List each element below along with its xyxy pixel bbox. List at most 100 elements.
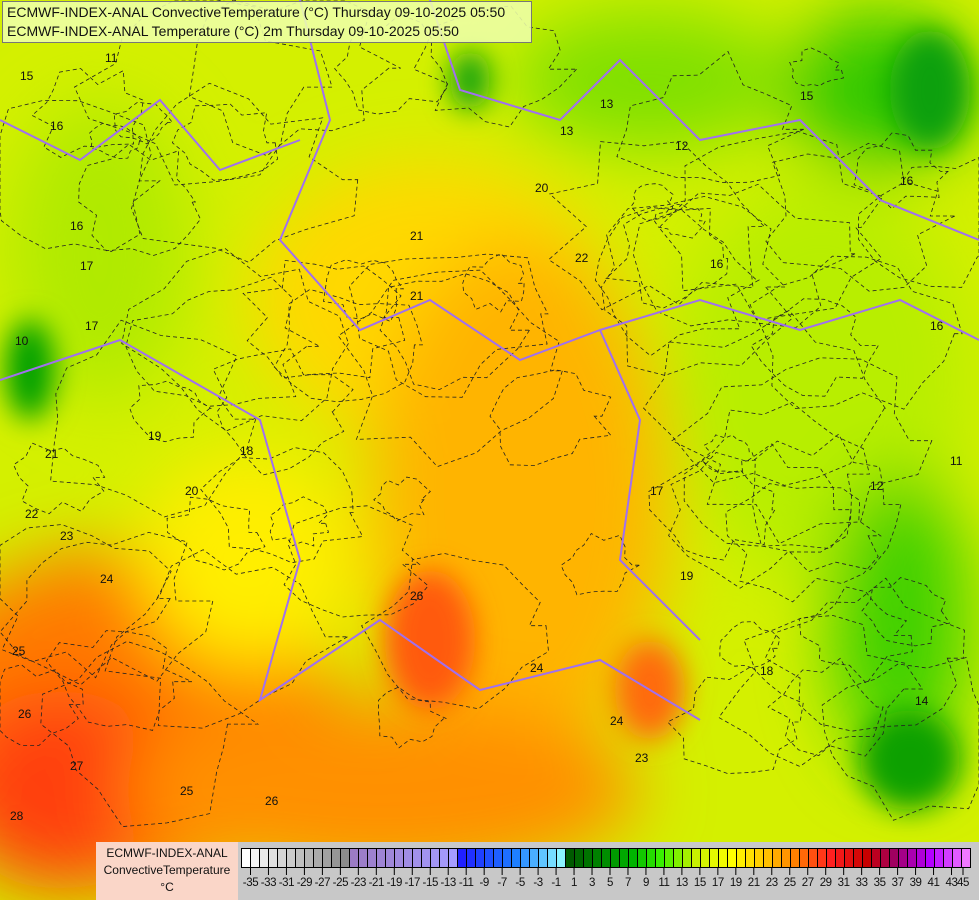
legend-swatch bbox=[287, 849, 296, 867]
legend-swatch bbox=[377, 849, 386, 867]
contour-label: 13 bbox=[560, 124, 574, 138]
legend-swatch bbox=[872, 849, 881, 867]
contour-line bbox=[113, 101, 174, 145]
contour-line bbox=[749, 255, 963, 410]
legend-tick-label: 27 bbox=[801, 877, 814, 889]
legend-swatch bbox=[836, 849, 845, 867]
contour-label: 21 bbox=[410, 229, 424, 243]
legend-tick-label: 25 bbox=[783, 877, 796, 889]
legend-swatch bbox=[350, 849, 359, 867]
legend-tick-label: 37 bbox=[891, 877, 904, 889]
legend-tick-label: -27 bbox=[314, 877, 331, 889]
legend-tick-label: 15 bbox=[693, 877, 706, 889]
contour-line bbox=[171, 103, 279, 181]
contour-line bbox=[373, 476, 431, 522]
legend-swatch bbox=[314, 849, 323, 867]
legend-tick-label: -11 bbox=[458, 877, 474, 889]
contour-line bbox=[0, 100, 161, 252]
legend-color-bar bbox=[241, 848, 971, 868]
legend-swatch bbox=[701, 849, 710, 867]
contour-line bbox=[821, 657, 979, 821]
contour-label: 16 bbox=[710, 257, 724, 271]
contour-line bbox=[489, 369, 612, 467]
legend-swatch bbox=[476, 849, 485, 867]
legend-swatch bbox=[413, 849, 422, 867]
legend-unit: °C bbox=[160, 880, 174, 894]
legend-swatch bbox=[935, 849, 944, 867]
legend-swatch bbox=[800, 849, 809, 867]
contour-line bbox=[50, 319, 257, 518]
contour-label: 13 bbox=[600, 97, 614, 111]
contour-label: 24 bbox=[100, 572, 114, 586]
legend-swatch bbox=[908, 849, 917, 867]
contour-label: 16 bbox=[70, 219, 84, 233]
contour-line bbox=[200, 447, 364, 564]
contour-label: 12 bbox=[675, 139, 689, 153]
legend-swatch bbox=[341, 849, 350, 867]
map-title-box: ECMWF-INDEX-ANAL ConvectiveTemperature (… bbox=[2, 1, 532, 43]
legend-swatch bbox=[530, 849, 539, 867]
legend-swatch bbox=[818, 849, 827, 867]
contour-label: 18 bbox=[760, 664, 774, 678]
legend-swatch bbox=[737, 849, 746, 867]
legend-swatch bbox=[881, 849, 890, 867]
legend-tick-label: -25 bbox=[332, 877, 349, 889]
contour-line bbox=[601, 195, 793, 376]
legend-swatch bbox=[656, 849, 665, 867]
legend-swatch bbox=[764, 849, 773, 867]
contour-line bbox=[13, 442, 106, 515]
contour-line bbox=[0, 664, 84, 746]
contour-line bbox=[725, 483, 882, 603]
contour-label: 17 bbox=[80, 259, 94, 273]
contour-line bbox=[750, 298, 880, 397]
contour-label: 26 bbox=[410, 589, 424, 603]
legend-tick-label: 35 bbox=[873, 877, 886, 889]
contour-line bbox=[548, 140, 766, 311]
contour-label: 15 bbox=[800, 89, 814, 103]
contour-line bbox=[764, 577, 965, 732]
border-line bbox=[278, 0, 701, 641]
contour-label: 15 bbox=[20, 69, 34, 83]
contour-line bbox=[643, 309, 886, 486]
legend-swatch bbox=[278, 849, 287, 867]
legend-swatch bbox=[647, 849, 656, 867]
contour-line bbox=[413, 5, 578, 128]
legend-tick-label: 7 bbox=[624, 877, 631, 889]
legend-swatch bbox=[926, 849, 935, 867]
contour-line bbox=[616, 50, 804, 184]
legend-swatch bbox=[917, 849, 926, 867]
legend-tick-label: 31 bbox=[837, 877, 850, 889]
legend-swatch bbox=[899, 849, 908, 867]
legend-swatch bbox=[710, 849, 719, 867]
legend-swatch bbox=[260, 849, 269, 867]
legend-swatch bbox=[305, 849, 314, 867]
country-borders bbox=[0, 0, 979, 721]
legend-tick-label: -31 bbox=[278, 877, 295, 889]
contour-labels: 16 16 17 17 15 21 21 22 20 13 12 15 16 16 16 18 19 20 21 22… bbox=[10, 51, 963, 823]
legend-parameter: ConvectiveTemperature bbox=[103, 863, 231, 877]
legend-tick-label: 23 bbox=[765, 877, 778, 889]
legend-swatch bbox=[683, 849, 692, 867]
legend-swatch bbox=[485, 849, 494, 867]
legend-swatch bbox=[521, 849, 530, 867]
contour-label: 21 bbox=[45, 447, 59, 461]
border-line bbox=[0, 338, 701, 721]
legend-swatch bbox=[584, 849, 593, 867]
contour-line bbox=[853, 132, 949, 210]
legend-tick-label: 29 bbox=[819, 877, 832, 889]
contour-label: 17 bbox=[650, 484, 664, 498]
contour-label: 24 bbox=[530, 661, 544, 675]
legend-swatch bbox=[575, 849, 584, 867]
legend-swatch bbox=[728, 849, 737, 867]
contour-line bbox=[269, 496, 330, 547]
legend-swatch bbox=[503, 849, 512, 867]
contour-label: 26 bbox=[265, 794, 279, 808]
contour-line bbox=[605, 207, 729, 309]
legend-swatch bbox=[458, 849, 467, 867]
contour-line bbox=[40, 640, 260, 828]
legend-tick-label: -9 bbox=[479, 877, 489, 889]
legend-swatch bbox=[719, 849, 728, 867]
legend-swatch bbox=[962, 849, 970, 867]
